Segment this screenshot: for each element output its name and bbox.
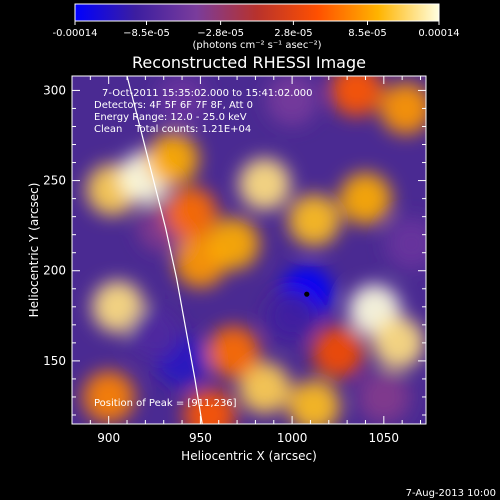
- heatmap-cell: [207, 217, 260, 270]
- heatmap-cell: [266, 76, 319, 126]
- colorbar-tick-label: 8.5e-05: [348, 28, 386, 39]
- solar-limb-curve: [126, 76, 203, 424]
- colorbar-tick-label: −8.5e-05: [123, 28, 170, 39]
- peak-marker: [304, 291, 310, 297]
- heatmap-cell: [357, 370, 410, 423]
- colorbar-tick-label: 0.00014: [418, 28, 459, 39]
- colorbar-tick-label: −2.8e-05: [197, 28, 244, 39]
- heatmap-cell: [288, 194, 341, 247]
- colorbar-tick-label: 2.8e-05: [274, 28, 312, 39]
- heatmap-cell: [128, 307, 181, 360]
- heatmap-cell: [372, 316, 425, 369]
- y-tick-label: 300: [43, 83, 66, 97]
- x-tick-label: 1000: [277, 431, 308, 445]
- y-axis-ticks: 150 200 250 300: [43, 83, 426, 416]
- y-axis-label: Heliocentric Y (arcsec): [27, 183, 41, 318]
- heatmap-cell: [379, 82, 426, 135]
- heatmap-cell: [207, 325, 260, 378]
- info-line-energy: Energy Range: 12.0 - 25.0 keV: [94, 112, 247, 123]
- heatmap-cell: [183, 388, 236, 424]
- colorbar-unit-label: (photons cm⁻² s⁻¹ asec⁻²): [192, 40, 321, 51]
- info-line-counts: Clean Total counts: 1.21E+04: [94, 124, 251, 135]
- heatmap-cell: [339, 172, 392, 225]
- heatmap-cell: [238, 158, 291, 211]
- colorbar: [74, 3, 440, 22]
- info-text: 7-Oct-2011 15:35:02.000 to 15:41:02.000 …: [94, 88, 313, 135]
- x-tick-label: 950: [189, 431, 212, 445]
- plot-frame: [71, 75, 427, 425]
- heatmap-cell: [330, 76, 383, 117]
- heatmap-cell: [156, 76, 209, 126]
- info-line-detectors: Detectors: 4F 5F 6F 7F 8F, Att 0: [94, 100, 253, 111]
- heatmap: [82, 76, 426, 424]
- heatmap-cell: [91, 280, 144, 333]
- heatmap-cell: [165, 187, 218, 240]
- footer-date: 7-Aug-2013 10:00: [406, 488, 496, 499]
- info-line-time: 7-Oct-2011 15:35:02.000 to 15:41:02.000: [102, 88, 313, 99]
- y-tick-label: 150: [43, 354, 66, 368]
- heatmap-cell: [266, 289, 319, 342]
- heatmap-cell: [311, 325, 364, 378]
- y-tick-label: 250: [43, 174, 66, 188]
- x-tick-label: 900: [97, 431, 120, 445]
- heatmap-cell: [288, 379, 341, 424]
- x-tick-label: 1050: [369, 431, 400, 445]
- colorbar-ticks: -0.00014 −8.5e-05 −2.8e-05 2.8e-05 8.5e-05 0.…: [53, 21, 460, 39]
- colorbar-tick-label: -0.00014: [53, 28, 98, 39]
- x-axis-label: Heliocentric X (arcsec): [181, 449, 317, 463]
- chart-title: Reconstructed RHESSI Image: [132, 53, 366, 72]
- x-axis-ticks: 900 950 1000 1050: [71, 76, 421, 445]
- heatmap-cell: [238, 361, 291, 414]
- peak-position-label: Position of Peak = [911,236]: [94, 398, 237, 409]
- heatmap-cell: [146, 132, 199, 185]
- heatmap-cell: [385, 217, 426, 270]
- heatmap-cell: [82, 370, 135, 423]
- y-tick-label: 200: [43, 264, 66, 278]
